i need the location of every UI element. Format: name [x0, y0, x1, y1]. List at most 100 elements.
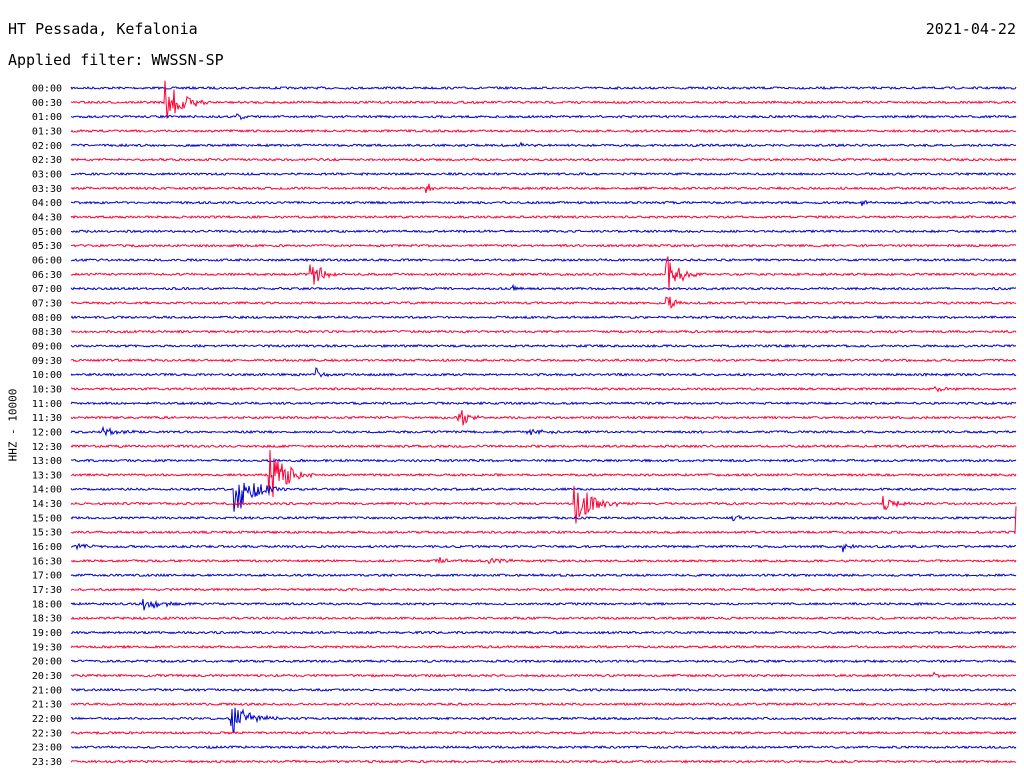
- trace-line: [70, 745, 1017, 750]
- trace-line: [70, 315, 1017, 320]
- row-time-label: 13:00: [32, 456, 62, 467]
- row-time-label: 01:30: [32, 126, 62, 137]
- row-time-label: 11:00: [32, 399, 62, 410]
- seismogram-traces: [70, 80, 1017, 764]
- row-time-label: 05:00: [32, 227, 62, 238]
- trace-line: [70, 557, 1017, 565]
- trace-line: [70, 257, 1017, 263]
- row-time-label: 12:30: [32, 442, 62, 453]
- trace-line: [70, 659, 1017, 664]
- row-time-label: 20:30: [32, 671, 62, 682]
- row-time-label: 02:30: [32, 155, 62, 166]
- row-time-label: 20:00: [32, 657, 62, 668]
- row-time-label: 06:00: [32, 255, 62, 266]
- trace-line: [70, 296, 1017, 309]
- trace-line: [70, 687, 1017, 693]
- trace-line: [70, 630, 1017, 635]
- trace-line: [70, 157, 1017, 162]
- row-time-label: 07:00: [32, 284, 62, 295]
- row-time-label: 06:30: [32, 270, 62, 281]
- row-time-label: 04:30: [32, 212, 62, 223]
- trace-line: [70, 425, 1017, 437]
- trace-line: [70, 358, 1017, 363]
- trace-line: [70, 482, 1017, 512]
- row-time-label: 18:30: [32, 614, 62, 625]
- trace-line: [70, 444, 1017, 449]
- row-time-label: 09:00: [32, 341, 62, 352]
- row-time-label: 15:30: [32, 528, 62, 539]
- row-time-label: 19:00: [32, 628, 62, 639]
- row-time-label: 07:30: [32, 298, 62, 309]
- filter-name: WWSSN-SP: [151, 51, 224, 69]
- trace-line: [70, 283, 1017, 292]
- row-time-label: 01:00: [32, 112, 62, 123]
- row-time-label: 16:30: [32, 556, 62, 567]
- filter-label: Applied filter: WWSSN-SP: [8, 51, 232, 69]
- row-time-label: 00:00: [32, 84, 62, 95]
- filter-prefix: Applied filter:: [8, 51, 144, 69]
- trace-line: [70, 80, 1017, 119]
- row-time-label: 03:30: [32, 184, 62, 195]
- trace-line: [70, 542, 1017, 553]
- trace-line: [70, 515, 1017, 522]
- row-time-label: 17:00: [32, 571, 62, 582]
- trace-line: [70, 171, 1017, 177]
- row-time-label: 12:00: [32, 427, 62, 438]
- trace-line: [70, 243, 1017, 248]
- trace-line: [70, 616, 1017, 621]
- row-time-label: 10:30: [32, 384, 62, 395]
- trace-line: [70, 458, 1017, 463]
- row-time-label: 17:30: [32, 585, 62, 596]
- trace-line: [70, 343, 1017, 349]
- trace-line: [70, 644, 1017, 650]
- station-title: HT Pessada, Kefalonia: [8, 20, 198, 38]
- row-time-label: 00:30: [32, 98, 62, 109]
- trace-line: [70, 113, 1017, 121]
- trace-line: [70, 506, 1017, 535]
- row-time-label: 08:30: [32, 327, 62, 338]
- row-time-label: 22:30: [32, 728, 62, 739]
- row-time-label: 18:00: [32, 599, 62, 610]
- trace-line: [70, 730, 1017, 735]
- row-time-label: 16:00: [32, 542, 62, 553]
- row-time-label: 02:00: [32, 141, 62, 152]
- trace-line: [70, 329, 1017, 334]
- row-time-label: 03:00: [32, 169, 62, 180]
- row-time-label: 21:00: [32, 685, 62, 696]
- trace-line: [70, 128, 1017, 134]
- row-time-label: 23:30: [32, 757, 62, 768]
- trace-line: [70, 214, 1017, 220]
- row-time-label: 09:30: [32, 356, 62, 367]
- row-time-label: 11:30: [32, 413, 62, 424]
- row-time-label: 08:00: [32, 313, 62, 324]
- trace-line: [70, 759, 1017, 764]
- trace-line: [70, 85, 1017, 91]
- trace-line: [70, 707, 1017, 733]
- trace-line: [70, 701, 1017, 707]
- trace-line: [70, 256, 1017, 291]
- trace-line: [70, 229, 1017, 234]
- row-time-label: 13:30: [32, 470, 62, 481]
- row-time-label: 04:00: [32, 198, 62, 209]
- trace-line: [70, 573, 1017, 578]
- row-labels: 00:00 00:30 01:00 01:30 02:00 02:30 03:00 03:30…: [32, 84, 62, 769]
- trace-line: [70, 671, 1017, 679]
- date-label: 2021-04-22: [925, 20, 1016, 38]
- trace-line: [70, 367, 1017, 378]
- row-time-label: 14:30: [32, 499, 62, 510]
- trace-line: [70, 587, 1017, 592]
- row-time-label: 05:30: [32, 241, 62, 252]
- trace-line: [70, 183, 1017, 194]
- row-time-label: 10:00: [32, 370, 62, 381]
- channel-axis-label: HHZ - 10000: [6, 388, 20, 462]
- trace-line: [70, 401, 1017, 406]
- trace-line: [70, 200, 1017, 207]
- trace-line: [70, 485, 1017, 524]
- trace-line: [70, 410, 1017, 426]
- trace-line: [70, 385, 1017, 393]
- trace-line: [70, 599, 1017, 611]
- row-time-label: 14:00: [32, 485, 62, 496]
- row-time-label: 22:00: [32, 714, 62, 725]
- row-time-label: 23:00: [32, 743, 62, 754]
